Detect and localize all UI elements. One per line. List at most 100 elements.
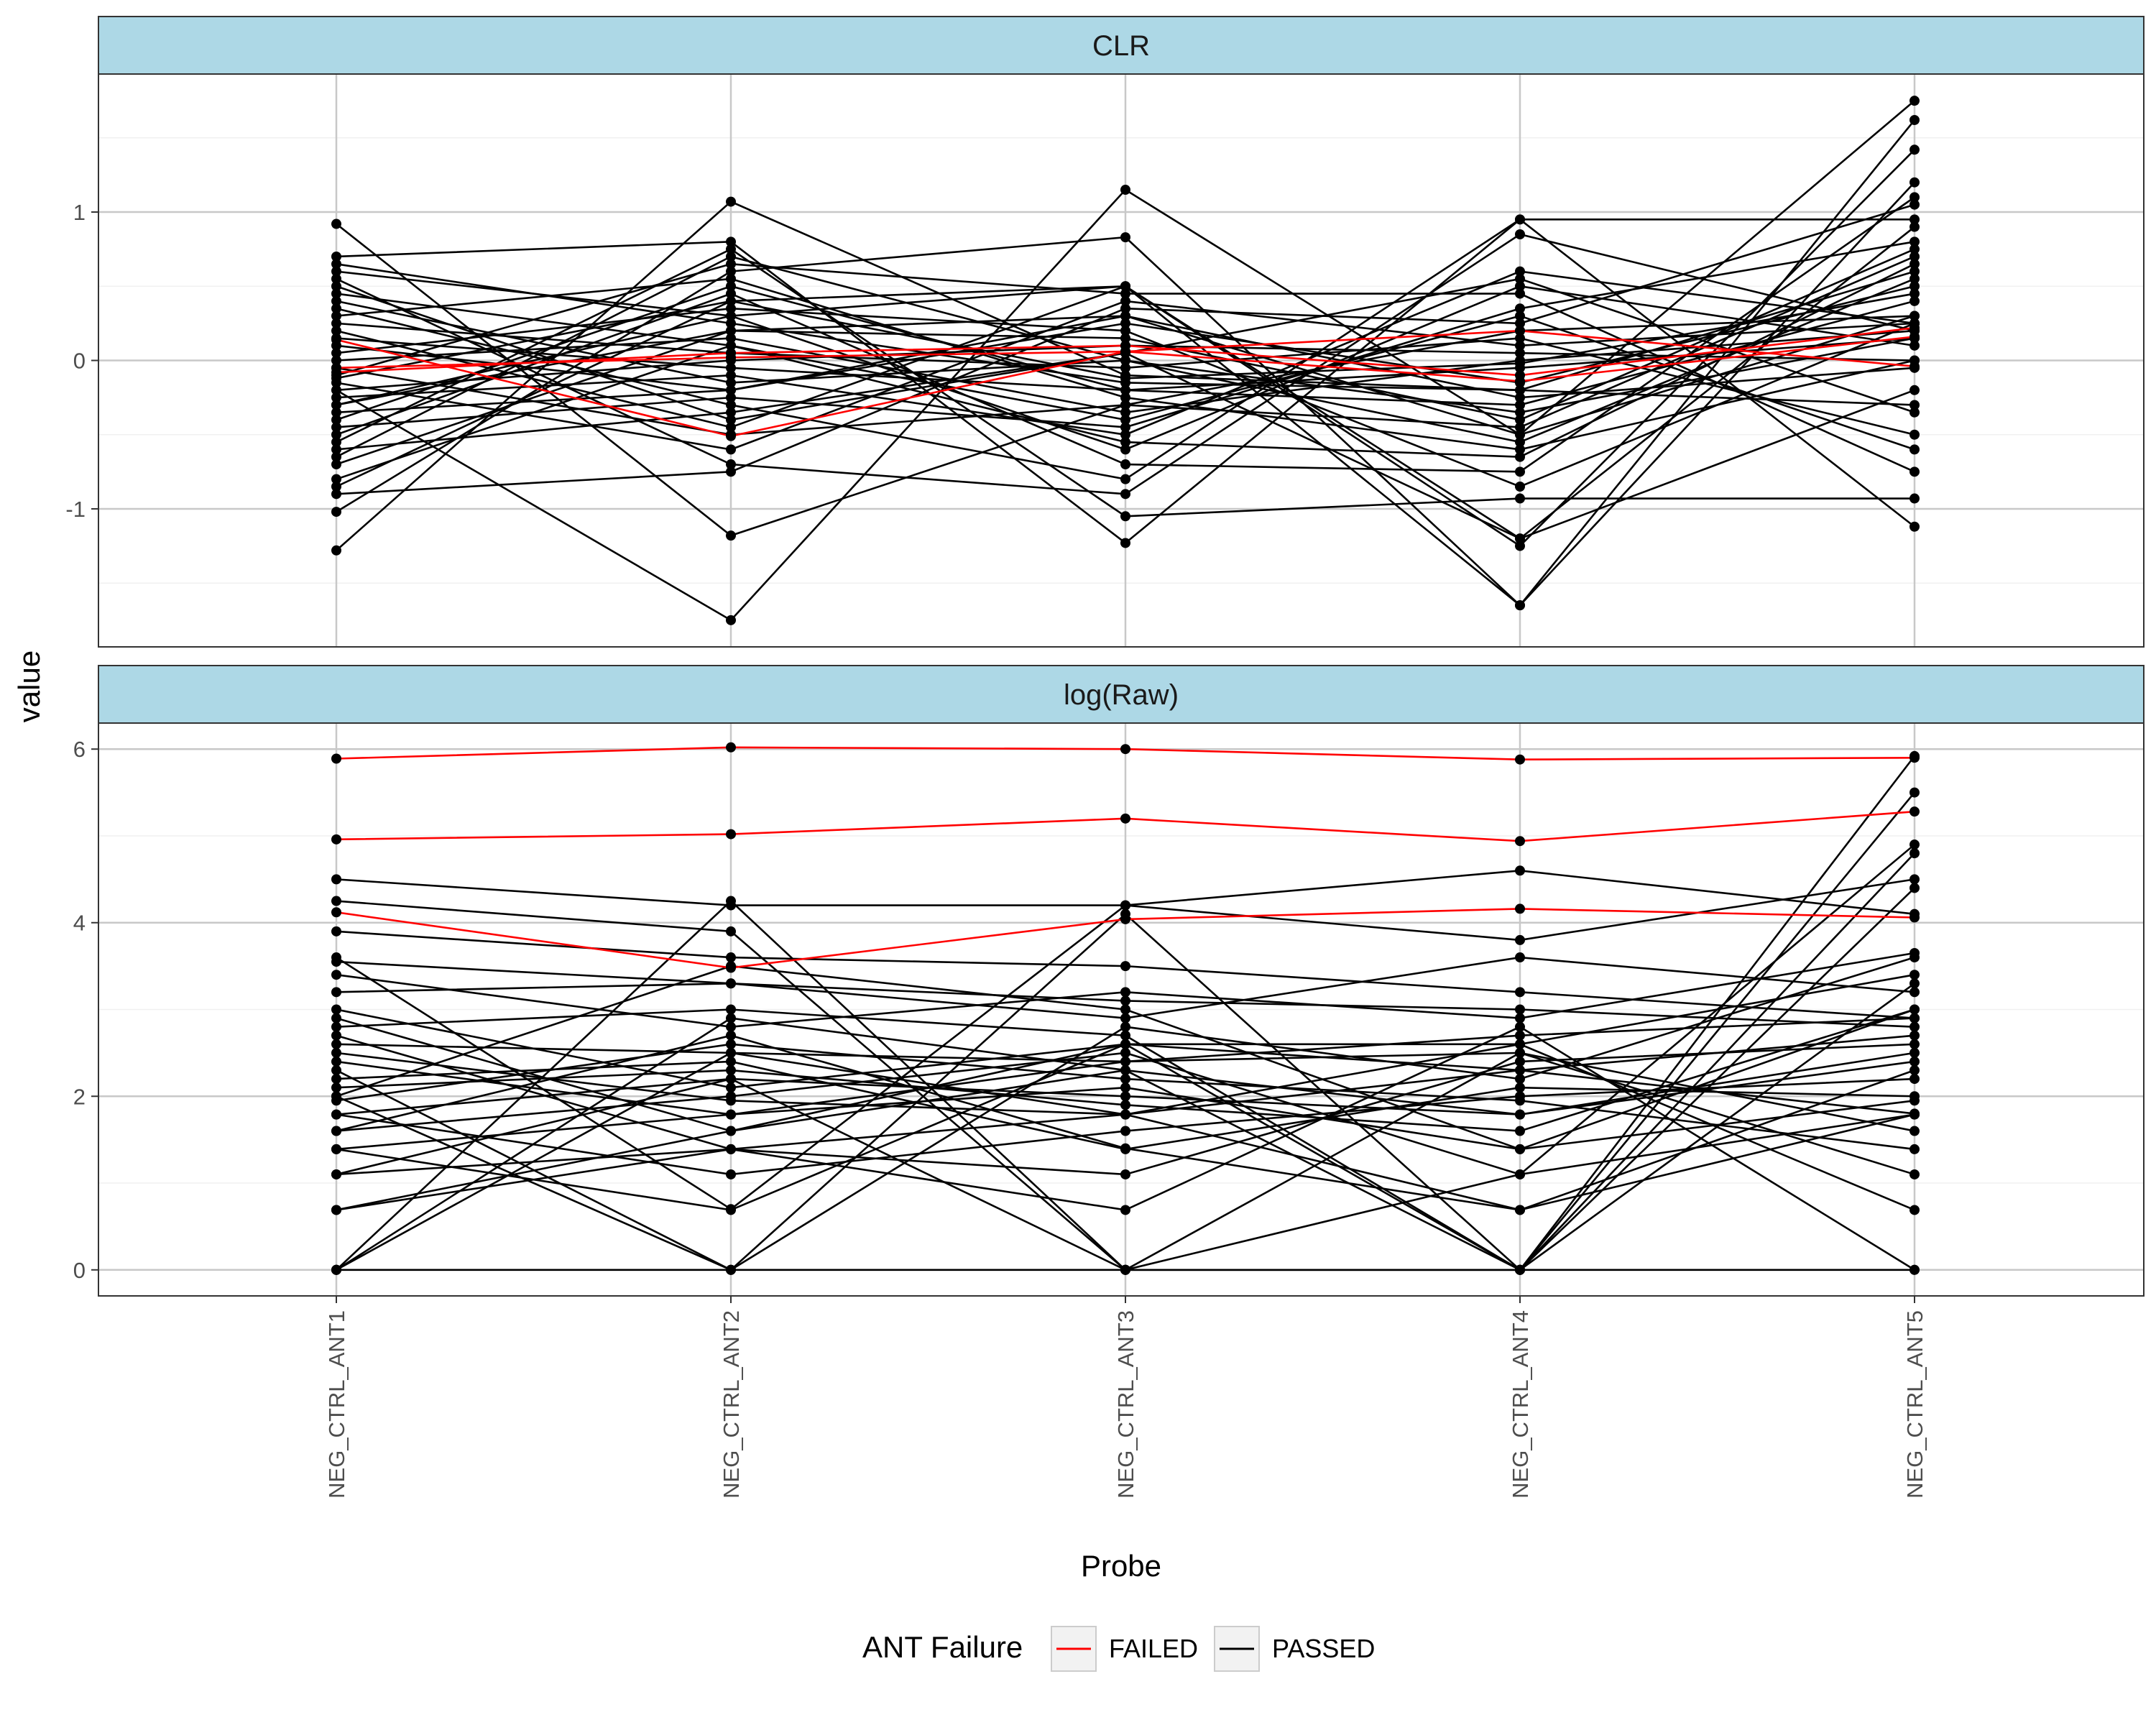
data-point: [331, 482, 341, 492]
y-axis-title: value: [12, 650, 46, 722]
data-point: [1909, 521, 1920, 532]
data-point: [331, 1004, 341, 1015]
data-point: [1120, 1091, 1130, 1102]
data-point: [1909, 362, 1920, 373]
data-point: [1515, 437, 1525, 448]
data-point: [1909, 1047, 1920, 1058]
data-point: [1909, 1169, 1920, 1179]
data-point: [726, 742, 736, 753]
data-point: [331, 987, 341, 998]
data-point: [1909, 1074, 1920, 1085]
data-point: [1515, 1039, 1525, 1049]
data-point: [726, 266, 736, 277]
data-point: [726, 196, 736, 207]
data-point: [726, 1056, 736, 1067]
data-point: [331, 1091, 341, 1102]
data-point: [1515, 326, 1525, 336]
data-point: [1909, 318, 1920, 328]
data-point: [726, 303, 736, 314]
data-point: [331, 834, 341, 845]
data-point: [1120, 908, 1130, 919]
data-point: [726, 251, 736, 262]
data-point: [1120, 232, 1130, 243]
data-point: [1515, 377, 1525, 388]
data-point: [1515, 1074, 1525, 1085]
data-point: [331, 489, 341, 500]
data-point: [331, 1013, 341, 1024]
data-point: [726, 926, 736, 937]
data-point: [331, 907, 341, 918]
data-point: [331, 251, 341, 262]
data-point: [726, 385, 736, 395]
y-ticks-lograw: 0 2 4 6: [73, 737, 98, 1283]
data-point: [1909, 244, 1920, 254]
data-point: [726, 1004, 736, 1015]
x-tick-label: NEG_CTRL_ANT4: [1508, 1310, 1533, 1499]
data-point: [1909, 787, 1920, 798]
y-ticks-clr: -1 0 1: [65, 200, 98, 522]
data-point: [331, 1264, 341, 1275]
data-point: [726, 400, 736, 410]
data-point: [331, 1074, 341, 1085]
data-point: [1909, 295, 1920, 306]
data-point: [726, 244, 736, 254]
panel-lograw: log(Raw) 0 2 4 6: [73, 665, 2145, 1297]
data-point: [1120, 333, 1130, 344]
data-point: [1515, 266, 1525, 277]
data-point: [1120, 1013, 1130, 1024]
data-point: [331, 422, 341, 433]
data-point: [1120, 1030, 1130, 1041]
data-point: [1515, 229, 1525, 239]
data-point: [726, 1013, 736, 1024]
data-point: [1515, 400, 1525, 410]
data-point: [331, 407, 341, 418]
data-point: [1120, 538, 1130, 548]
data-point: [1515, 1169, 1525, 1179]
y-tick-label: 0: [73, 1258, 86, 1283]
data-point: [726, 466, 736, 477]
data-point: [1120, 362, 1130, 373]
data-point: [1909, 407, 1920, 418]
data-point: [1120, 995, 1130, 1006]
x-tick-label: NEG_CTRL_ANT2: [719, 1310, 744, 1499]
data-point: [726, 333, 736, 344]
data-point: [1515, 303, 1525, 314]
data-point: [331, 318, 341, 328]
data-point: [1909, 251, 1920, 262]
data-point: [726, 422, 736, 433]
data-point: [331, 288, 341, 299]
data-point: [1515, 1264, 1525, 1275]
data-point: [1120, 961, 1130, 972]
data-point: [726, 1205, 736, 1215]
data-point: [1909, 326, 1920, 336]
data-point: [726, 429, 736, 440]
series-points-lograw: [331, 742, 1920, 1275]
data-point: [331, 415, 341, 426]
data-point: [1515, 952, 1525, 963]
data-point: [1515, 1047, 1525, 1058]
data-point: [1515, 1109, 1525, 1120]
data-point: [1909, 115, 1920, 126]
data-point: [1120, 422, 1130, 433]
y-tick-label: 0: [73, 349, 86, 374]
data-point: [331, 259, 341, 270]
data-point: [1909, 144, 1920, 155]
data-point: [1515, 1082, 1525, 1093]
data-point: [1909, 177, 1920, 188]
data-point: [1515, 466, 1525, 477]
data-point: [1515, 1013, 1525, 1024]
data-point: [1909, 466, 1920, 477]
data-point: [1909, 1109, 1920, 1120]
data-point: [726, 1021, 736, 1032]
data-point: [1515, 987, 1525, 998]
data-point: [1909, 1056, 1920, 1067]
data-point: [1120, 1126, 1130, 1136]
strip-clr: [98, 16, 2145, 75]
data-point: [1515, 1065, 1525, 1076]
data-point: [331, 1065, 341, 1076]
data-point: [1120, 1065, 1130, 1076]
data-point: [331, 333, 341, 344]
data-point: [726, 961, 736, 972]
data-point: [726, 1030, 736, 1041]
data-point: [726, 318, 736, 328]
